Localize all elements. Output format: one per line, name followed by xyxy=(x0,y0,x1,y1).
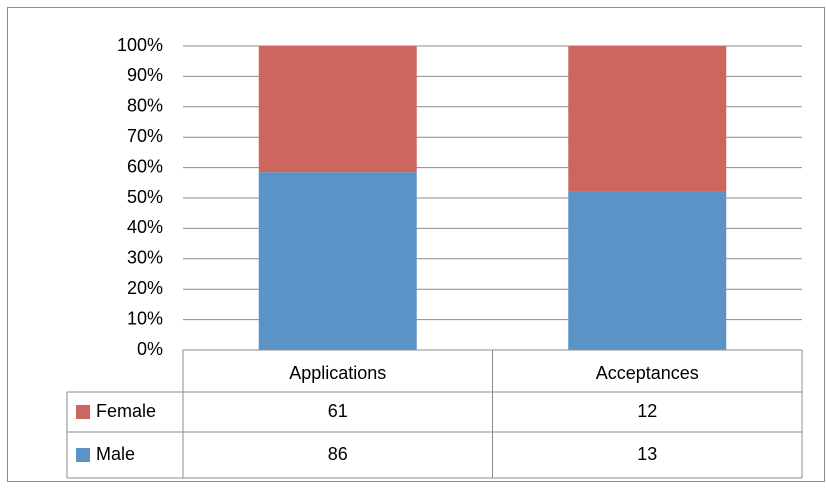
table-value: 12 xyxy=(637,401,657,421)
legend-key xyxy=(76,405,90,419)
bar-segment xyxy=(258,172,417,350)
bar-segment xyxy=(568,191,727,350)
y-tick-label: 10% xyxy=(127,308,163,328)
y-tick-label: 90% xyxy=(127,65,163,85)
y-tick-label: 50% xyxy=(127,187,163,207)
y-tick-label: 0% xyxy=(137,339,163,359)
table-value: 86 xyxy=(328,444,348,464)
table-value: 61 xyxy=(328,401,348,421)
x-tick-label: Acceptances xyxy=(596,363,699,383)
y-tick-label: 30% xyxy=(127,248,163,268)
y-tick-label: 70% xyxy=(127,126,163,146)
x-tick-label: Applications xyxy=(289,363,386,383)
y-tick-label: 40% xyxy=(127,217,163,237)
legend-label: Male xyxy=(96,444,135,464)
legend-label: Female xyxy=(96,401,156,421)
bar-segment xyxy=(568,46,727,192)
y-tick-label: 60% xyxy=(127,156,163,176)
table-value: 13 xyxy=(637,444,657,464)
legend-key xyxy=(76,448,90,462)
y-tick-label: 80% xyxy=(127,96,163,116)
bar-segment xyxy=(258,46,417,173)
y-tick-label: 100% xyxy=(117,35,163,55)
y-tick-label: 20% xyxy=(127,278,163,298)
